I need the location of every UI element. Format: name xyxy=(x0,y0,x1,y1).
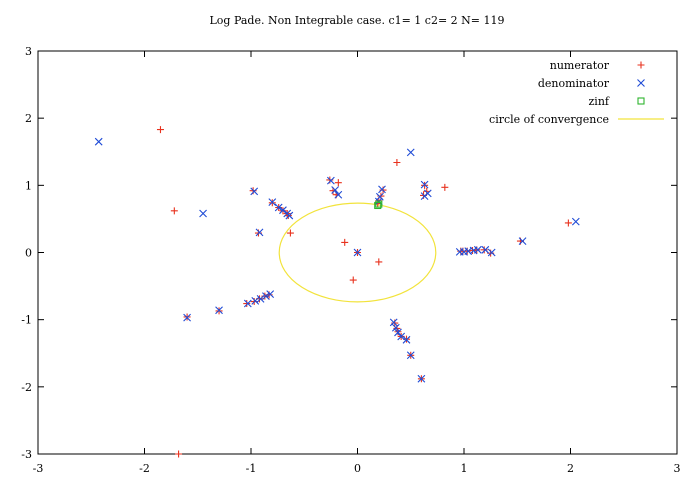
y-tick-label: 3 xyxy=(25,45,32,58)
numerator-point xyxy=(175,450,183,458)
denominator-point xyxy=(389,318,398,327)
numerator-point xyxy=(375,258,383,266)
y-tick-label: 1 xyxy=(25,179,32,192)
denominator-point xyxy=(473,245,482,254)
numerator-point xyxy=(480,246,488,254)
denominator-point xyxy=(283,209,292,218)
points-layer xyxy=(94,126,580,458)
x-tick-label: 0 xyxy=(354,462,361,475)
denominator-point xyxy=(375,192,384,201)
denominator-point xyxy=(331,186,340,194)
denominator-point xyxy=(420,180,429,189)
denominator-point xyxy=(251,296,260,305)
y-tick-label: -3 xyxy=(21,448,32,461)
denominator-point xyxy=(518,237,527,245)
y-tick-label: -1 xyxy=(21,314,32,327)
denominator-point xyxy=(215,306,223,315)
denominator-point xyxy=(353,248,362,257)
legend: numerator denominator zinf circle of conver… xyxy=(489,59,664,126)
axis-ticks: -3 -2 -1 0 1 2 3 -3 -2 -1 0 1 2 3 xyxy=(21,45,680,475)
denominator-point xyxy=(402,335,411,344)
x-tick-label: 3 xyxy=(674,462,681,475)
denominator-point xyxy=(391,323,400,332)
denominator-point xyxy=(250,187,259,196)
denominator-point xyxy=(243,299,252,308)
legend-swatch xyxy=(637,97,645,105)
denominator-point xyxy=(487,248,496,257)
denominator-point xyxy=(394,328,402,337)
legend-swatch xyxy=(637,61,645,69)
numerator-point xyxy=(286,229,294,237)
denominator-point xyxy=(94,137,103,146)
denominator-point xyxy=(183,313,191,322)
denominator-point xyxy=(266,290,275,299)
x-tick-label: -2 xyxy=(139,462,150,475)
legend-label: circle of convergence xyxy=(489,113,609,126)
x-tick-label: 1 xyxy=(461,462,468,475)
numerator-point xyxy=(170,207,178,215)
denominator-point xyxy=(279,206,287,215)
denominator-point xyxy=(406,148,415,157)
x-tick-label: -1 xyxy=(246,462,257,475)
denominator-point xyxy=(274,203,283,212)
numerator-point xyxy=(334,179,342,187)
numerator-point xyxy=(156,126,164,134)
x-tick-label: 2 xyxy=(567,462,574,475)
numerator-point xyxy=(349,276,357,284)
x-tick-label: -3 xyxy=(33,462,44,475)
denominator-point xyxy=(406,351,415,360)
y-tick-label: 0 xyxy=(25,247,32,260)
circle-of-convergence xyxy=(278,202,437,303)
numerator-point xyxy=(564,219,572,227)
denominator-point xyxy=(256,294,265,303)
legend-label: denominator xyxy=(538,77,610,90)
denominator-point xyxy=(481,245,490,254)
denominator-point xyxy=(417,374,426,383)
denominator-point xyxy=(255,228,264,237)
numerator-point xyxy=(441,183,449,191)
numerator-point xyxy=(469,246,477,254)
circle-layer xyxy=(278,202,437,303)
denominator-point xyxy=(268,198,277,207)
numerator-point xyxy=(393,158,401,166)
denominator-point xyxy=(423,189,432,198)
denominator-point xyxy=(199,209,207,218)
chart-title: Log Pade. Non Integrable case. c1= 1 c2=… xyxy=(209,14,504,27)
legend-label: zinf xyxy=(589,95,610,108)
denominator-point xyxy=(334,190,343,199)
numerator-point xyxy=(243,300,251,308)
denominator-point xyxy=(326,176,335,185)
legend-swatch xyxy=(637,79,645,87)
zinf-point xyxy=(374,201,382,210)
denominator-point xyxy=(397,332,406,341)
legend-label: numerator xyxy=(550,59,610,72)
denominator-point xyxy=(571,217,580,226)
zinf-point xyxy=(375,200,383,208)
denominator-point xyxy=(262,292,270,301)
numerator-point xyxy=(341,238,349,246)
y-tick-label: -2 xyxy=(21,381,32,394)
y-tick-label: 2 xyxy=(25,112,32,125)
denominator-point xyxy=(378,185,386,194)
